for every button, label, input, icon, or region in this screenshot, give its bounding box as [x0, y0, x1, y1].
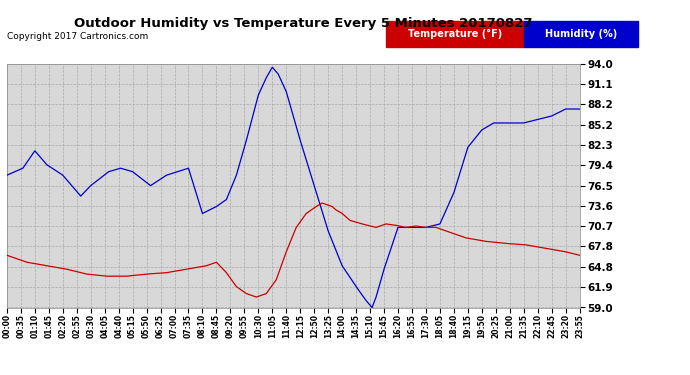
Text: Outdoor Humidity vs Temperature Every 5 Minutes 20170827: Outdoor Humidity vs Temperature Every 5 …: [75, 17, 533, 30]
Text: Humidity (%): Humidity (%): [545, 29, 618, 39]
Text: Copyright 2017 Cartronics.com: Copyright 2017 Cartronics.com: [7, 32, 148, 41]
Text: Temperature (°F): Temperature (°F): [408, 29, 502, 39]
